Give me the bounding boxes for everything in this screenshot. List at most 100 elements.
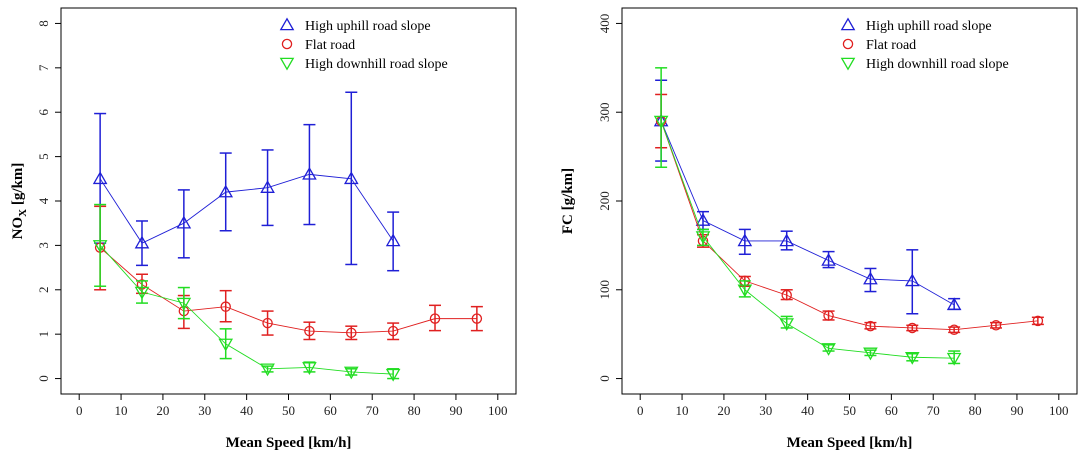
nox-x-tick-label: 40 xyxy=(240,403,253,418)
fc-legend-high-downhill-road-slope-marker xyxy=(840,57,856,71)
fc-series-flat-road-line xyxy=(660,120,1038,331)
fc-series-flat-road-point xyxy=(781,289,792,301)
nox-series-high-downhill-road-slope-point xyxy=(134,286,150,300)
nox-series-flat-road-line xyxy=(99,247,477,334)
nox-series-high-uphill-road-slope-point xyxy=(302,166,317,180)
fc-x-tick-label: 20 xyxy=(717,403,730,418)
nox-x-tick-label: 30 xyxy=(198,403,211,418)
fc-chart-panel: 0 10 20 30 40 50 60 70 80 90 100 0 100 200 300 400 Hig… xyxy=(560,7,1078,451)
nox-y-tick-label: 5 xyxy=(36,153,51,160)
nox-legend-high-downhill-road-slope-label: High downhill road slope xyxy=(305,57,448,72)
nox-series-high-uphill-road-slope-point xyxy=(218,184,234,198)
nox-series-flat-road-point xyxy=(220,301,231,312)
nox-x-tick-label: 0 xyxy=(76,403,83,418)
nox-series-layer xyxy=(92,91,483,382)
nox-series-high-uphill-road-slope-point xyxy=(260,180,275,193)
nox-y-axis: 0 1 2 3 4 5 6 7 8 xyxy=(36,20,61,382)
fc-series-flat-road-point xyxy=(907,322,918,334)
nox-series-high-downhill-road-slope-point xyxy=(260,363,275,377)
fc-x-tick-label: 30 xyxy=(759,403,772,418)
nox-series-high-downhill-road-slope-point xyxy=(92,240,108,253)
nox-series-high-downhill-road-slope-point xyxy=(302,362,317,375)
nox-x-tick-label: 90 xyxy=(449,403,462,418)
fc-series-high-uphill-road-slope-point xyxy=(695,213,711,226)
nox-series-high-uphill-road-slope-line xyxy=(99,173,394,244)
nox-series-high-downhill-road-slope-point xyxy=(176,297,192,311)
nox-y-tick-label: 6 xyxy=(36,108,51,115)
fc-series-flat-road-point xyxy=(990,320,1002,331)
nox-series-flat-road-point xyxy=(346,327,357,339)
nox-y-tick-label: 7 xyxy=(36,64,51,71)
nox-series-flat-road-point xyxy=(304,325,315,337)
fc-x-tick-label: 40 xyxy=(801,403,814,418)
fc-y-tick-label: 300 xyxy=(597,102,612,122)
fc-x-tick-label: 70 xyxy=(927,403,940,418)
fc-series-high-downhill-road-slope-point xyxy=(737,284,753,298)
fc-x-tick-label: 50 xyxy=(843,403,856,418)
nox-x-axis-label: Mean Speed [km/h] xyxy=(226,435,352,451)
nox-y-axis-label-unit: [g/km] xyxy=(10,163,26,209)
fc-series-flat-road-point xyxy=(1032,315,1044,327)
nox-x-tick-label: 20 xyxy=(156,403,169,418)
fc-series-high-downhill-road-slope-point xyxy=(653,115,669,129)
nox-series-high-downhill-road-slope-point xyxy=(385,368,401,382)
fc-legend: High uphill road slope Flat road High down… xyxy=(840,17,1009,72)
fc-series-high-uphill-road-slope-point xyxy=(821,252,836,266)
fc-y-axis-label: FC [g/km] xyxy=(560,168,576,234)
fc-legend-high-downhill-road-slope-label: High downhill road slope xyxy=(866,57,1009,72)
fc-series-flat-road-point xyxy=(948,324,960,335)
nox-x-axis: 0 10 20 30 40 50 60 70 80 90 100 xyxy=(76,394,508,418)
fc-series-high-uphill-road-slope-point xyxy=(737,233,753,247)
nox-series-high-downhill-road-slope-line xyxy=(99,245,394,375)
nox-series-high-uphill-road-slope-point xyxy=(385,233,401,247)
nox-y-tick-label: 3 xyxy=(36,242,51,249)
fc-legend-flat-road-label: Flat road xyxy=(866,38,916,53)
nox-y-tick-label: 8 xyxy=(36,20,51,27)
nox-legend-high-uphill-road-slope-marker xyxy=(279,17,295,31)
nox-x-tick-label: 10 xyxy=(115,403,128,418)
fc-series-high-downhill-road-slope-point xyxy=(779,318,795,332)
fc-x-tick-label: 60 xyxy=(885,403,898,418)
nox-series-high-uphill-road-slope-point xyxy=(343,171,359,185)
fc-y-axis: 0 100 200 300 400 xyxy=(597,14,622,382)
fc-series-high-uphill-road-slope-line xyxy=(660,120,955,306)
nox-x-tick-label: 50 xyxy=(282,403,295,418)
nox-legend-high-uphill-road-slope-label: High uphill road slope xyxy=(305,19,431,34)
fc-series-high-downhill-road-slope-point xyxy=(695,231,711,245)
fc-y-tick-label: 100 xyxy=(597,280,612,300)
fc-series-flat-road-point xyxy=(823,310,834,321)
nox-series-high-uphill-road-slope-point xyxy=(176,215,192,229)
fc-x-tick-label: 0 xyxy=(637,403,644,418)
nox-y-axis-label-main: NO xyxy=(10,217,26,240)
nox-x-tick-label: 80 xyxy=(408,403,421,418)
nox-y-tick-label: 0 xyxy=(36,375,51,382)
nox-y-tick-label: 2 xyxy=(36,287,51,294)
fc-y-tick-label: 400 xyxy=(597,14,612,34)
fc-legend-high-uphill-road-slope-label: High uphill road slope xyxy=(866,19,992,34)
fc-series-high-downhill-road-slope-point xyxy=(821,343,836,356)
nox-chart-panel: 0 10 20 30 40 50 60 70 80 90 100 0 1 2 3 4 5 6 7 8 High up… xyxy=(10,7,517,451)
fc-y-tick-label: 0 xyxy=(597,375,612,382)
fc-series-high-downhill-road-slope-point xyxy=(863,347,878,361)
fc-legend-flat-road-marker xyxy=(842,38,854,50)
nox-series-high-uphill-road-slope-point xyxy=(92,171,108,185)
nox-x-tick-label: 100 xyxy=(488,403,508,418)
fc-x-tick-label: 80 xyxy=(969,403,982,418)
fc-x-tick-label: 10 xyxy=(676,403,689,418)
nox-series-flat-road-point xyxy=(471,313,483,324)
fc-series-layer xyxy=(653,67,1044,366)
fc-x-tick-label: 90 xyxy=(1010,403,1023,418)
nox-series-high-uphill-road-slope-point xyxy=(134,235,150,249)
nox-y-axis-label: NOX [g/km] xyxy=(10,163,29,240)
nox-legend-flat-road-marker xyxy=(281,38,293,50)
nox-x-tick-label: 60 xyxy=(324,403,337,418)
nox-legend-high-downhill-road-slope-marker xyxy=(279,57,295,71)
fc-x-tick-label: 100 xyxy=(1049,403,1069,418)
fc-x-axis: 0 10 20 30 40 50 60 70 80 90 100 xyxy=(637,394,1069,418)
fc-x-axis-label: Mean Speed [km/h] xyxy=(787,435,913,451)
nox-y-tick-label: 4 xyxy=(36,197,51,204)
fc-series-high-downhill-road-slope-line xyxy=(660,120,955,359)
nox-legend-flat-road-label: Flat road xyxy=(305,38,355,53)
nox-legend: High uphill road slope Flat road High down… xyxy=(279,17,448,72)
fc-y-axis-label-main: FC xyxy=(560,214,576,234)
